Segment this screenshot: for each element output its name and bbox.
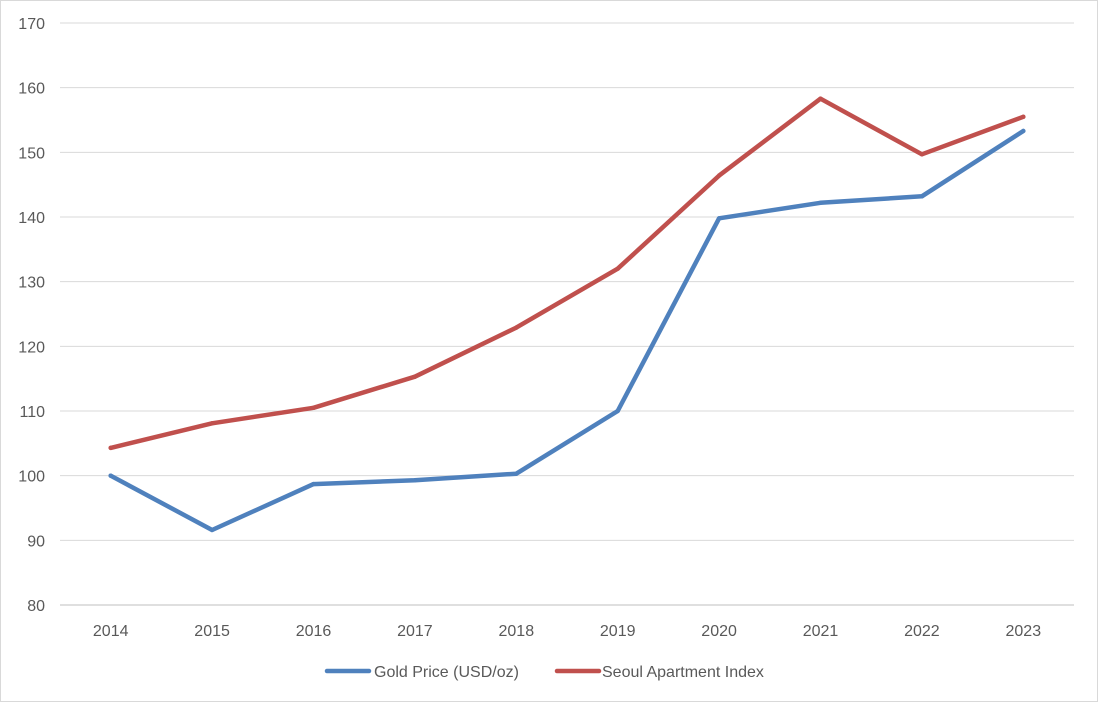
data-point [311,405,316,410]
data-point [209,421,215,426]
data-point [818,200,823,205]
data-point [514,325,519,330]
data-point [919,152,925,157]
x-tick-label: 2021 [803,623,839,640]
data-point [108,445,113,451]
legend-label-gold: Gold Price (USD/oz) [374,664,519,681]
x-tick-label: 2020 [701,623,737,640]
y-tick-label: 80 [27,598,45,615]
y-tick-label: 150 [18,145,45,162]
y-tick-label: 100 [18,469,45,486]
data-point [1021,128,1026,134]
data-point [716,173,722,178]
x-tick-label: 2022 [904,623,940,640]
series-line-0 [108,128,1026,533]
data-point [1021,114,1026,119]
legend: Gold Price (USD/oz) Seoul Apartment Inde… [324,664,764,681]
data-point [818,96,823,101]
x-tick-label: 2018 [499,623,535,640]
data-point [919,194,925,199]
y-tick-label: 110 [19,404,45,421]
y-tick-label: 90 [27,533,45,550]
x-tick-label: 2014 [93,623,129,640]
x-axis-ticks: 2014 2015 2016 2017 2018 2019 2020 2021 2022 2023 [93,623,1041,640]
y-axis-ticks: 80 90 100 110 120 130 140 150 160 170 [18,16,45,615]
gridlines [60,22,1074,606]
y-tick-label: 160 [18,81,45,98]
series-lines [108,96,1026,533]
data-point [209,527,215,533]
data-point [615,408,620,414]
y-tick-label: 170 [18,16,45,33]
data-point [716,216,722,221]
x-tick-label: 2015 [194,623,230,640]
x-tick-label: 2019 [600,623,636,640]
x-tick-label: 2017 [397,623,433,640]
data-point [108,473,113,478]
data-point [311,481,316,487]
data-point [615,266,620,271]
series-line-1 [108,96,1026,451]
y-tick-label: 140 [18,210,45,227]
x-tick-label: 2016 [296,623,332,640]
y-tick-label: 130 [18,275,45,292]
legend-label-seoul: Seoul Apartment Index [602,664,764,681]
data-point [412,374,418,379]
data-point [514,471,519,476]
x-tick-label: 2023 [1006,623,1042,640]
y-tick-label: 120 [18,339,45,356]
data-point [412,477,418,483]
